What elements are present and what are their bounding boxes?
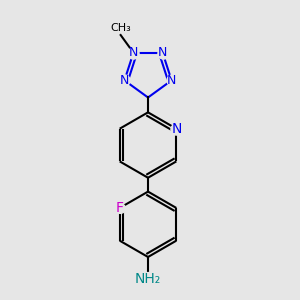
Text: N: N: [129, 46, 138, 59]
Text: NH₂: NH₂: [135, 272, 161, 286]
Text: N: N: [167, 74, 176, 87]
Text: F: F: [116, 201, 124, 215]
Text: CH₃: CH₃: [110, 23, 131, 33]
Text: N: N: [120, 74, 129, 87]
Text: N: N: [171, 122, 181, 136]
Text: N: N: [158, 46, 167, 59]
